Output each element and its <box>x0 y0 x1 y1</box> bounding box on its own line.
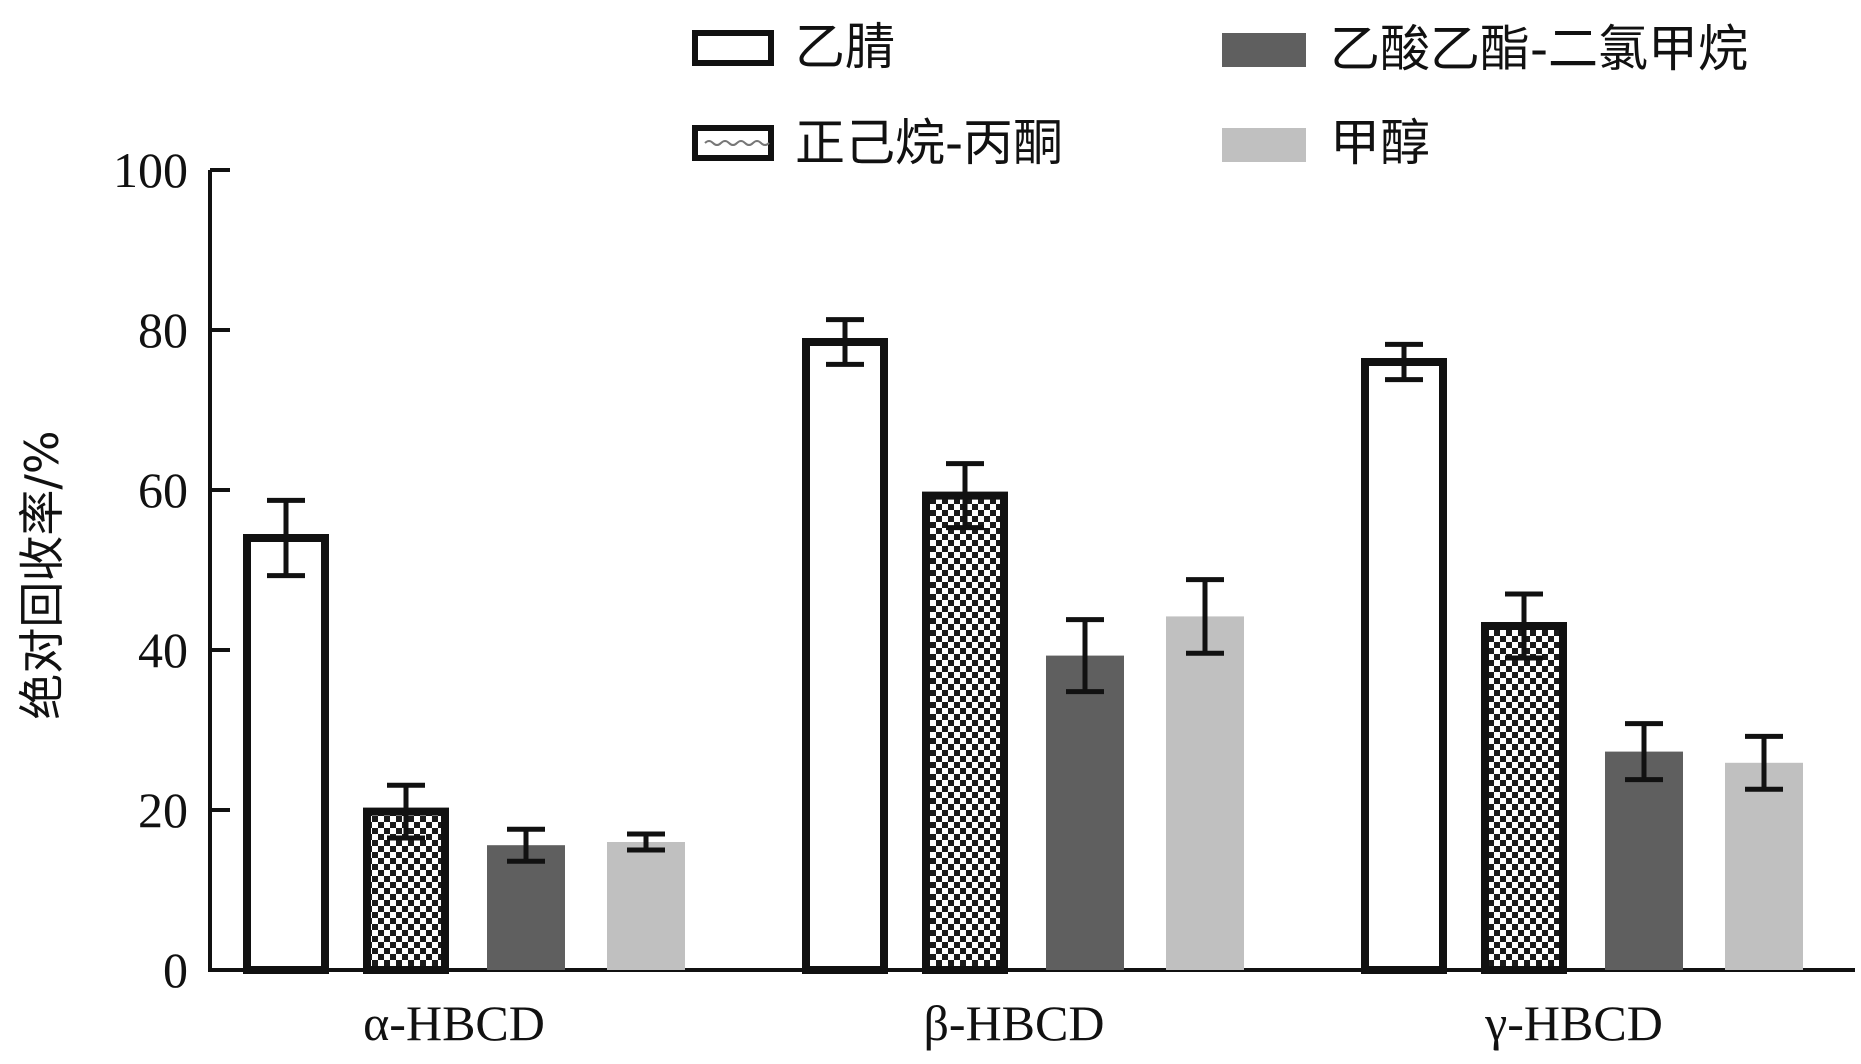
legend-item-ethyl-acetate-dcm: 乙酸乙酯-二氯甲烷 <box>1222 20 1748 78</box>
y-axis-ticks: 0 20 40 60 80 100 <box>113 142 230 998</box>
legend-label-ethyl-acetate-dcm: 乙酸乙酯-二氯甲烷 <box>1330 20 1748 78</box>
bar-0-0 <box>243 534 329 974</box>
error-bar-0-1 <box>826 317 864 367</box>
error-bars-layer <box>267 317 1783 864</box>
legend-item-hexane-acetone: 正己烷-丙酮 <box>692 114 1063 172</box>
category-labels: α-HBCD β-HBCD γ-HBCD <box>363 995 1663 1051</box>
bar-1-1 <box>922 491 1008 974</box>
bar-0-1 <box>802 338 888 974</box>
error-bar-0-0 <box>267 497 305 579</box>
error-bar-1-2 <box>1505 591 1543 661</box>
error-bar-1-0 <box>387 782 425 841</box>
legend-swatch-methanol <box>1222 128 1306 162</box>
category-label-2: γ-HBCD <box>1484 995 1663 1051</box>
bar-2-1 <box>1046 655 1124 970</box>
bar-1-2 <box>1481 622 1567 974</box>
legend-label-methanol: 甲醇 <box>1330 114 1430 172</box>
error-bar-3-2 <box>1745 733 1783 792</box>
legend-label-acetonitrile: 乙腈 <box>795 18 895 76</box>
error-bar-3-1 <box>1186 577 1224 656</box>
legend: 乙腈 正己烷-丙酮 乙酸乙酯-二氯甲烷 甲醇 <box>692 18 1748 172</box>
y-tick-label-100: 100 <box>113 142 188 198</box>
bar-3-0 <box>607 842 685 970</box>
category-label-0: α-HBCD <box>363 995 545 1051</box>
y-tick-label-40: 40 <box>138 622 188 678</box>
legend-label-hexane-acetone: 正己烷-丙酮 <box>795 114 1063 172</box>
error-bar-1-1 <box>946 461 984 531</box>
bar-3-1 <box>1166 616 1244 970</box>
error-bar-2-1 <box>1066 617 1104 695</box>
error-bar-3-0 <box>627 831 665 853</box>
y-tick-label-80: 80 <box>138 302 188 358</box>
bar-2-0 <box>487 845 565 970</box>
bars-layer <box>243 338 1803 974</box>
legend-swatch-wave <box>704 140 770 146</box>
error-bar-0-2 <box>1385 341 1423 383</box>
y-tick-label-60: 60 <box>138 462 188 518</box>
legend-swatch-ethyl-acetate-dcm <box>1222 33 1306 67</box>
legend-swatch-hexane-acetone <box>692 125 774 161</box>
error-bar-2-2 <box>1625 721 1663 783</box>
legend-item-acetonitrile: 乙腈 <box>692 18 895 76</box>
legend-item-methanol: 甲醇 <box>1222 114 1430 172</box>
bar-0-2 <box>1361 358 1447 974</box>
y-tick-label-20: 20 <box>138 782 188 838</box>
error-bar-2-0 <box>507 826 545 864</box>
y-axis-label: 绝对回收率/% <box>15 430 69 719</box>
category-label-1: β-HBCD <box>923 995 1104 1051</box>
bar-2-2 <box>1605 751 1683 970</box>
bar-3-2 <box>1725 762 1803 970</box>
legend-swatch-acetonitrile <box>692 30 774 66</box>
y-tick-label-0: 0 <box>163 942 188 998</box>
